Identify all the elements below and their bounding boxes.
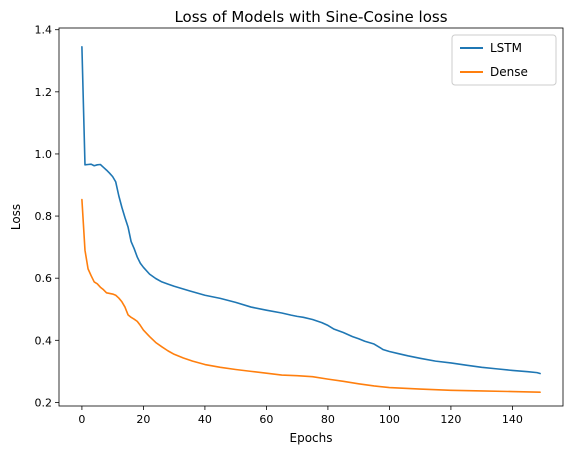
y-tick-label: 1.4	[35, 24, 53, 37]
y-tick-label: 0.2	[35, 396, 53, 409]
y-tick-label: 0.8	[35, 210, 53, 223]
series-line-dense	[81, 198, 541, 393]
x-tick-label: 40	[198, 413, 212, 426]
x-tick-label: 0	[78, 413, 85, 426]
legend-label-dense: Dense	[490, 65, 528, 79]
series-group	[81, 45, 541, 393]
y-tick-label: 0.4	[35, 334, 53, 347]
x-tick-label: 140	[502, 413, 523, 426]
y-tick-label: 1.0	[35, 148, 53, 161]
legend: LSTM Dense	[451, 34, 557, 86]
x-axis-ticks: 0 20 40 60 80 100 120 140	[78, 406, 523, 426]
chart-title: Loss of Models with Sine-Cosine loss	[174, 8, 447, 26]
plot-area	[58, 27, 564, 407]
x-axis-label: Epochs	[290, 431, 333, 445]
legend-label-lstm: LSTM	[490, 41, 522, 55]
x-tick-label: 80	[321, 413, 335, 426]
y-tick-label: 0.6	[35, 272, 53, 285]
x-tick-label: 20	[136, 413, 150, 426]
x-tick-label: 120	[440, 413, 461, 426]
series-line-lstm	[81, 45, 541, 375]
x-tick-label: 60	[259, 413, 273, 426]
y-tick-label: 1.2	[35, 86, 53, 99]
y-axis-ticks: 0.2 0.4 0.6 0.8 1.0 1.2 1.4	[35, 24, 59, 409]
x-tick-label: 100	[379, 413, 400, 426]
y-axis-label: Loss	[9, 204, 23, 230]
